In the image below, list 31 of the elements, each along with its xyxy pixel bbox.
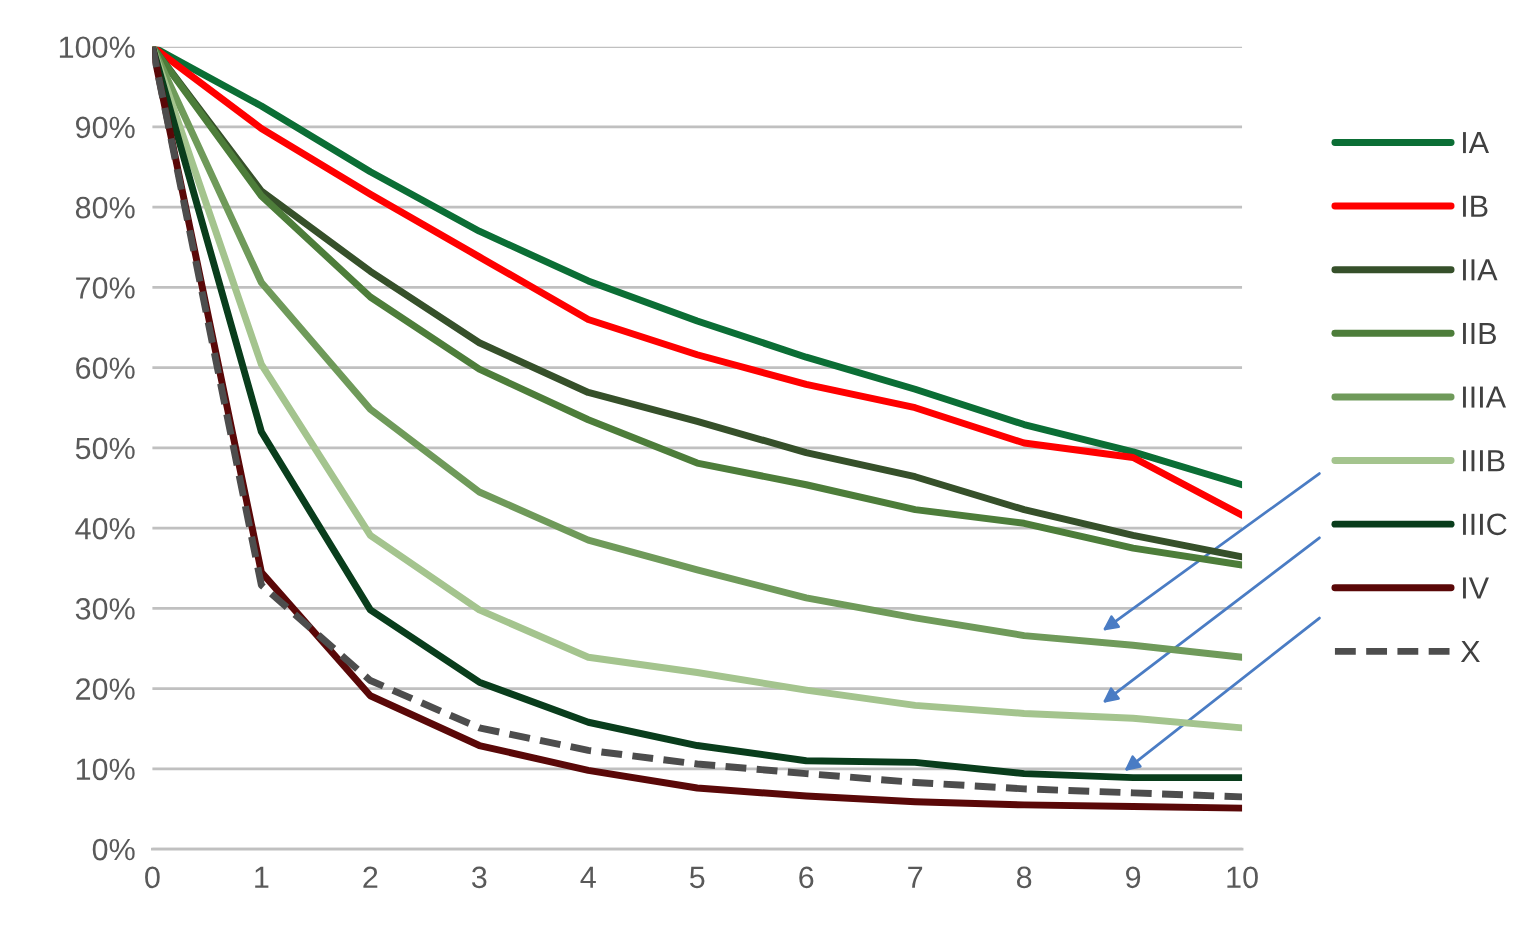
y-tick-label: 70% [76,277,135,299]
legend-label: IV [1463,577,1489,599]
y-tick-label: 20% [76,678,135,700]
y-tick-label: 50% [75,437,135,460]
x-tick-label: 10 [1227,866,1258,889]
x-tick-label: 2 [363,866,378,888]
y-tick-label: 30% [75,598,135,620]
legend-label: IA [1463,132,1490,154]
x-tick-label: 6 [799,866,814,889]
x-tick-label: 8 [1016,866,1032,889]
x-tick-label: 0 [145,866,160,889]
legend-label: IIA [1463,259,1498,281]
x-tick-label: 3 [471,866,487,889]
legend-label: IIIC [1463,513,1507,536]
x-tick-label: 5 [689,866,705,889]
legend-label: X [1460,641,1480,663]
legend-label: IIIA [1463,386,1506,408]
legend-label: IIB [1463,322,1496,344]
y-tick-label: 60% [76,357,135,379]
y-tick-label: 100% [59,36,135,59]
y-tick-label: 90% [76,116,135,139]
x-tick-label: 7 [908,866,923,888]
y-tick-label: 10% [76,758,135,781]
legend-label: IB [1463,195,1488,217]
legend-label: IIIB [1463,450,1505,472]
y-tick-label: 0% [92,838,135,861]
y-tick-label: 80% [75,196,135,219]
x-tick-label: 1 [255,866,269,888]
x-tick-label: 4 [580,866,596,888]
x-tick-label: 9 [1126,866,1141,889]
y-tick-label: 40% [75,517,135,540]
